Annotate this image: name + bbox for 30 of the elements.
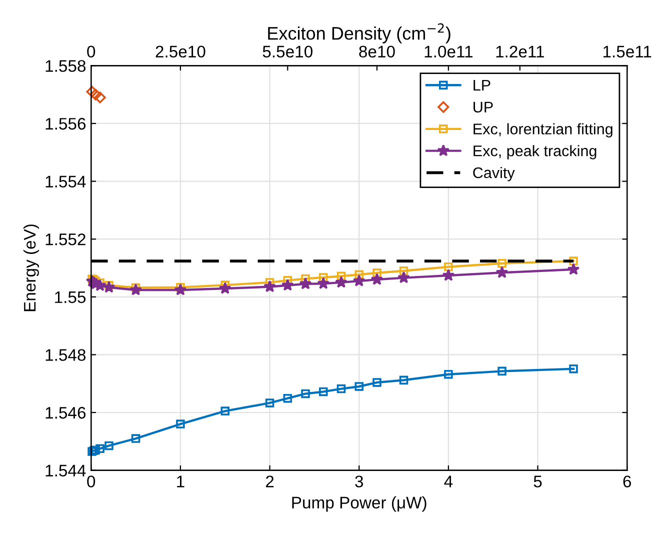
y-tick-label: 1.548 — [46, 349, 86, 361]
x2-tick-label: 8e10 — [359, 46, 395, 58]
legend-label: Exc, peak tracking — [474, 145, 596, 160]
x2-tick-label: 1.2e11 — [496, 46, 544, 58]
y-tick-label: 1.544 — [46, 464, 86, 477]
x2-tick-label: 2.5e10 — [156, 46, 206, 58]
x-tick-label: 0 — [87, 476, 96, 488]
legend-label: UP — [474, 102, 493, 113]
x2-tick-label: 5.5e10 — [262, 46, 312, 58]
y-tick-label: 1.556 — [46, 118, 86, 130]
y-axis-title: Energy (eV) — [23, 224, 39, 312]
legend-label: Exc, lorentzian fitting — [474, 123, 612, 138]
x2-tick-label: 0 — [87, 46, 96, 58]
x-tick-label: 3 — [355, 476, 363, 488]
y-tick-label: 1.546 — [46, 406, 86, 419]
y-tick-label: 1.552 — [46, 233, 86, 246]
x-tick-label: 4 — [444, 476, 453, 488]
x-tick-label: 6 — [623, 476, 631, 488]
x2-axis-title: Exciton Density (cm$^{−2}$) — [268, 23, 450, 44]
x-tick-label: 2 — [266, 476, 274, 488]
y-tick-label: 1.554 — [46, 176, 86, 188]
x2-tick-label: 1.0e11 — [424, 46, 472, 58]
legend-label: LP — [474, 80, 490, 91]
x-axis-title: Pump Power (μW) — [292, 496, 426, 512]
y-tick-label: 1.558 — [46, 60, 86, 72]
y-tick-label: 1.55 — [55, 291, 86, 304]
x2-tick-label: 1.5e11 — [603, 46, 652, 58]
x-tick-label: 5 — [534, 476, 542, 488]
x-tick-label: 1 — [177, 476, 184, 488]
legend-label: Cavity — [473, 166, 515, 182]
